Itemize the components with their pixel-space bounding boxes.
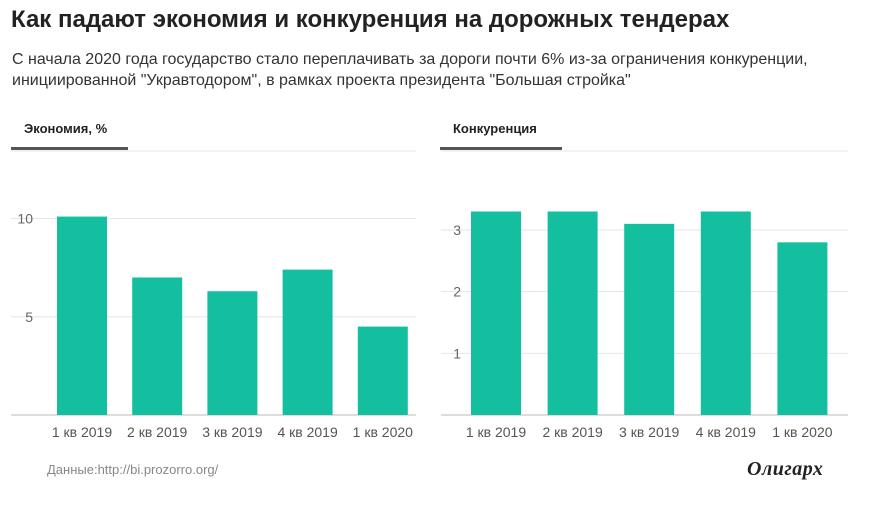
bar [547, 211, 598, 415]
oligarch-logo: Олигарх [747, 458, 824, 480]
x-tick-label: 4 кв 2019 [696, 424, 756, 440]
bar [282, 269, 333, 415]
bar [357, 326, 408, 415]
chart-title-economy: Экономия, % [24, 121, 108, 136]
x-tick-label: 2 кв 2019 [542, 424, 602, 440]
bar [624, 223, 675, 415]
chart-title-competition: Конкуренция [453, 121, 537, 136]
x-tick-label: 1 кв 2020 [772, 424, 832, 440]
bar [471, 211, 521, 415]
chart-tab-competition: Конкуренция [440, 121, 562, 150]
bar [700, 211, 751, 415]
chart-tab-economy: Экономия, % [11, 121, 128, 150]
tab-underline [11, 147, 128, 150]
x-tick-label: 4 кв 2019 [277, 424, 337, 440]
bar [132, 277, 183, 415]
page-title: Как падают экономия и конкуренция на дор… [11, 6, 730, 33]
tab-underline [440, 147, 562, 150]
y-tick-label: 3 [453, 222, 461, 238]
x-tick-label: 1 кв 2019 [52, 424, 112, 440]
data-source: Данные:http://bi.prozorro.org/ [47, 462, 219, 477]
bar [777, 242, 828, 415]
y-tick-label: 5 [25, 309, 33, 325]
x-tick-label: 1 кв 2020 [353, 424, 413, 440]
bar [57, 216, 107, 415]
page-subtitle: С начала 2020 года государство стало пер… [12, 51, 808, 89]
x-tick-label: 2 кв 2019 [127, 424, 187, 440]
y-tick-label: 10 [17, 211, 33, 227]
bar [207, 291, 258, 415]
x-tick-label: 1 кв 2019 [466, 424, 526, 440]
x-tick-label: 3 кв 2019 [619, 424, 679, 440]
y-tick-label: 2 [453, 284, 461, 300]
x-tick-label: 3 кв 2019 [202, 424, 262, 440]
y-tick-label: 1 [453, 345, 461, 361]
